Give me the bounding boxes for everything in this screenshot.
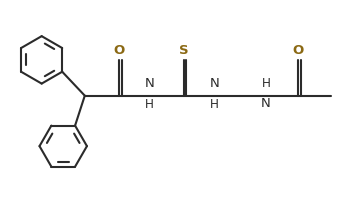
Text: H: H	[210, 98, 219, 111]
Text: N: N	[144, 77, 154, 90]
Text: H: H	[262, 77, 271, 90]
Text: H: H	[145, 98, 154, 111]
Text: O: O	[114, 44, 125, 57]
Text: N: N	[209, 77, 219, 90]
Text: N: N	[261, 97, 271, 110]
Text: O: O	[293, 44, 304, 57]
Text: S: S	[179, 44, 189, 57]
